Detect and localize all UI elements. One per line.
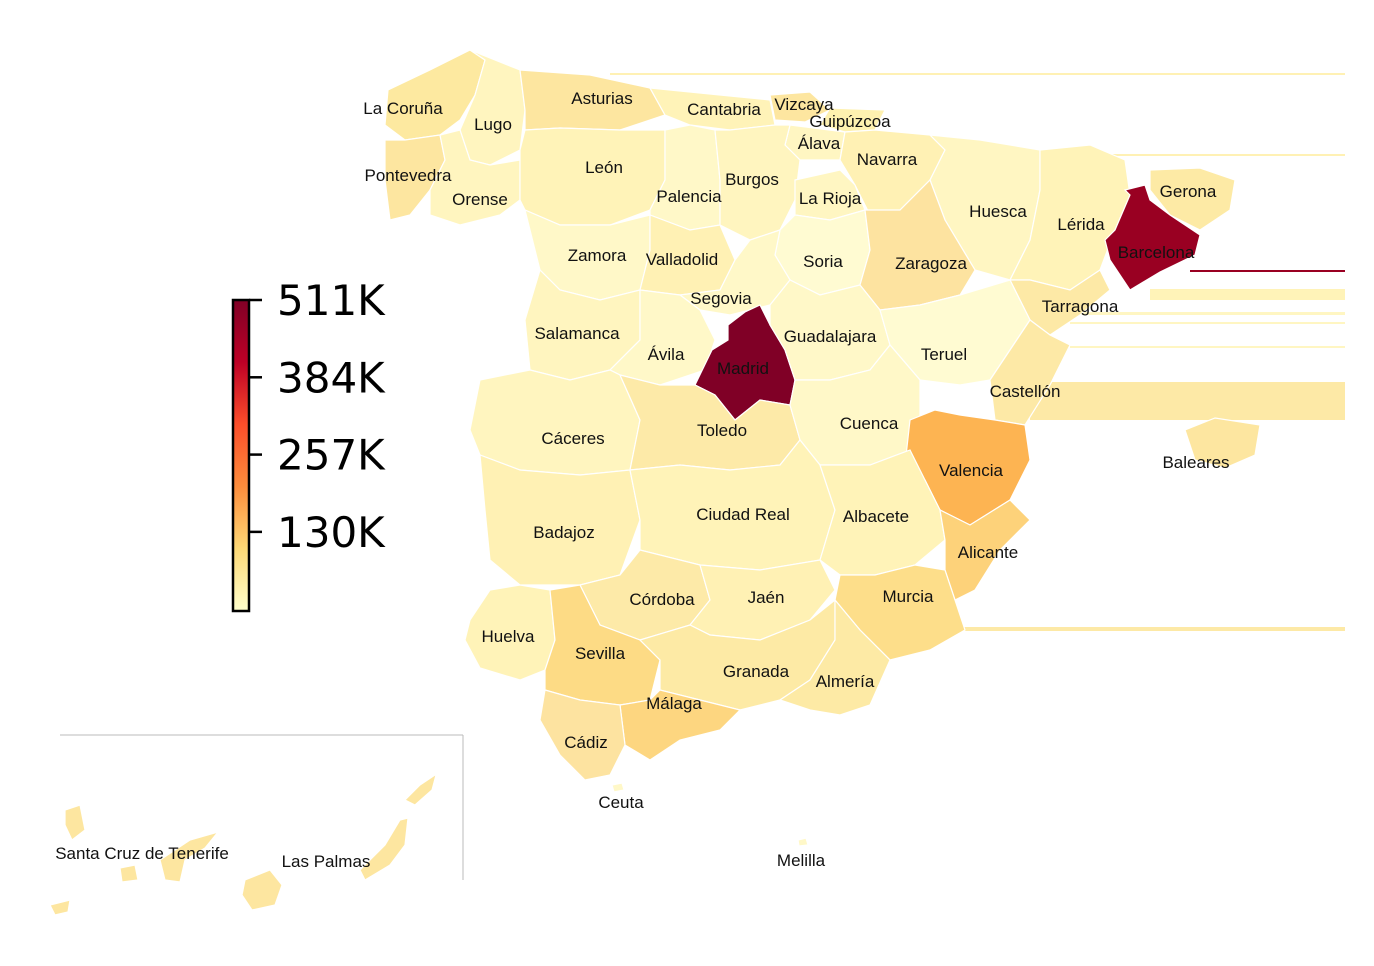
province-label-melilla: Melilla — [777, 851, 826, 870]
province-baleares — [1184, 417, 1261, 469]
province-label-orense: Orense — [452, 190, 508, 209]
province-label-castellon: Castellón — [990, 382, 1061, 401]
province-label-barcelona: Barcelona — [1118, 243, 1195, 262]
province-label-vizcaya: Vizcaya — [774, 95, 834, 114]
province-label-alava: Álava — [798, 134, 841, 153]
province-label-cuenca: Cuenca — [840, 414, 899, 433]
province-label-la-rioja: La Rioja — [799, 189, 862, 208]
colorbar: 511K 384K 257K 130K — [231, 276, 386, 613]
province-label-cordoba: Córdoba — [629, 590, 695, 609]
province-label-alicante: Alicante — [958, 543, 1018, 562]
province-labels: La Coruña Lugo Asturias Cantabria VizcayaGui… — [55, 89, 1229, 871]
province-label-la-coruna: La Coruña — [363, 99, 443, 118]
province-avila — [608, 289, 716, 386]
province-label-granada: Granada — [723, 662, 790, 681]
province-label-leon: León — [585, 158, 623, 177]
province-orense — [429, 129, 521, 226]
province-label-valencia: Valencia — [939, 461, 1003, 480]
province-label-toledo: Toledo — [697, 421, 747, 440]
province-label-lugo: Lugo — [474, 115, 512, 134]
province-label-tarragona: Tarragona — [1042, 297, 1119, 316]
province-label-malaga: Málaga — [646, 694, 702, 713]
province-label-badajoz: Badajoz — [533, 523, 594, 542]
province-albacete — [819, 449, 946, 576]
province-malaga — [619, 689, 742, 761]
province-label-cadiz: Cádiz — [564, 733, 607, 752]
province-label-avila: Ávila — [648, 345, 685, 364]
province-gerona — [1149, 167, 1236, 231]
province-la-coruna — [384, 49, 486, 141]
province-label-huelva: Huelva — [482, 627, 535, 646]
province-label-navarra: Navarra — [857, 150, 918, 169]
province-las-palmas — [241, 759, 441, 911]
province-santa-cruz — [49, 804, 220, 916]
province-label-zaragoza: Zaragoza — [895, 254, 967, 273]
province-label-teruel: Teruel — [921, 345, 967, 364]
province-label-baleares: Baleares — [1162, 453, 1229, 472]
province-label-ciudad-real: Ciudad Real — [696, 505, 790, 524]
province-label-asturias: Asturias — [571, 89, 632, 108]
province-label-ceuta: Ceuta — [598, 793, 644, 812]
province-label-segovia: Segovia — [690, 289, 752, 308]
province-label-soria: Soria — [803, 252, 843, 271]
province-label-albacete: Albacete — [843, 507, 909, 526]
province-badajoz — [479, 454, 641, 586]
province-cadiz — [539, 689, 626, 781]
colorbar-tick-label: 257K — [277, 431, 386, 480]
province-label-gerona: Gerona — [1160, 182, 1217, 201]
province-ceuta — [611, 782, 625, 793]
province-barcelona — [1104, 184, 1201, 291]
province-caceres — [469, 369, 641, 476]
province-label-burgos: Burgos — [725, 170, 779, 189]
province-label-zamora: Zamora — [568, 246, 627, 265]
colorbar-tick-label: 130K — [277, 508, 386, 557]
province-vizcaya — [769, 91, 832, 123]
province-label-valladolid: Valladolid — [646, 250, 718, 269]
province-label-huesca: Huesca — [969, 202, 1027, 221]
province-label-guipuzcoa: Guipúzcoa — [809, 112, 891, 131]
province-label-guadalajara: Guadalajara — [784, 327, 877, 346]
province-label-palencia: Palencia — [656, 187, 722, 206]
province-label-murcia: Murcia — [882, 587, 934, 606]
province-label-pontevedra: Pontevedra — [365, 166, 452, 185]
colorbar-tick-label: 511K — [277, 276, 386, 325]
colorbar-tick-label: 384K — [277, 353, 386, 402]
province-label-santa-cruz: Santa Cruz de Tenerife — [55, 844, 229, 863]
province-regions — [49, 49, 1261, 916]
province-label-cantabria: Cantabria — [687, 100, 761, 119]
province-melilla — [797, 837, 809, 847]
canary-inset-frame — [60, 734, 464, 880]
province-label-almeria: Almería — [816, 672, 875, 691]
province-almeria — [778, 598, 891, 716]
province-label-jaen: Jaén — [748, 588, 785, 607]
map-artifact-lines — [610, 73, 1345, 631]
province-label-sevilla: Sevilla — [575, 644, 626, 663]
province-segovia — [678, 229, 791, 316]
province-label-salamanca: Salamanca — [534, 324, 620, 343]
province-label-las-palmas: Las Palmas — [282, 852, 371, 871]
province-label-caceres: Cáceres — [541, 429, 604, 448]
province-label-madrid: Madrid — [717, 359, 769, 378]
province-label-lerida: Lérida — [1057, 215, 1105, 234]
colorbar-gradient — [231, 298, 251, 613]
